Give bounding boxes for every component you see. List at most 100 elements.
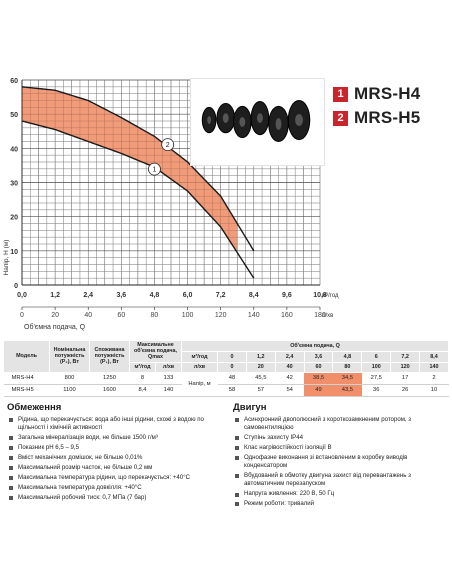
bullet-icon [9,436,13,441]
list-item-text: Клас нагрівостійкості ізоляції B [244,444,332,452]
x-unit-top: м³/год [322,293,339,299]
th-q-m3h: 7,2 [390,350,421,363]
cell-head-value: 27,5 [361,372,391,385]
list-item-text: Максимальний розмір часток, не більше 0,… [18,463,153,471]
list-item-text: Ступінь захисту IP44 [244,434,304,442]
x-tick-label-m3h: 3,6 [116,292,126,299]
cell-head-value: 57 [246,384,276,397]
bullet-icon [9,495,13,500]
list-item: Максимальний робочий тиск: 0,7 МПа (7 ба… [7,494,229,502]
x-tick-label-lmin: 140 [248,312,260,319]
cell-p2: 800 [49,372,90,385]
th-q-lmin: 40 [274,361,305,373]
list-item: Клас нагрівостійкості ізоляції B [233,444,448,452]
bullet-icon [9,466,13,471]
model-legend: 1 MRS-H4 2 MRS-H5 [333,83,448,131]
model-legend-item-1: 1 MRS-H4 [333,83,448,105]
motor-title: Двигун [233,402,267,413]
cell-p1: 1250 [89,372,130,385]
x-tick-label-m3h: 1,2 [50,292,60,299]
th-unit-m3h: м³/год [181,350,219,363]
th-model: Модель [3,340,50,373]
x-tick-label-m3h: 6,0 [183,292,193,299]
bullet-icon [9,418,13,423]
list-item-text: Рідина, що перекачується: вода або інші … [18,416,204,432]
list-item-text: Вміст механічних домішок, не більше 0,01… [18,453,143,461]
cell-head-value: 34,5 [332,372,362,385]
x-tick-label-lmin: 180 [314,312,326,319]
th-q-m3h: 6 [361,350,392,363]
bullet-icon [235,446,239,451]
th-q-m3h: 1,2 [245,350,276,363]
model-legend-item-2: 2 MRS-H5 [333,107,448,129]
x-tick-label-m3h: 0,0 [17,292,27,299]
th-flow-title: Об'ємна подача, Q [181,340,449,352]
x-tick-label-m3h: 7,2 [216,292,226,299]
list-item: Напруга живлення: 220 В, 50 Гц [233,490,448,498]
operating-range-shade [22,86,238,253]
bullet-icon [235,456,239,461]
cell-head-label: Напір, м [181,372,218,397]
th-q-m3h: 3,6 [303,350,334,363]
cell-head-value: 48 [217,372,247,385]
list-item-text: Максимальний робочий тиск: 0,7 МПа (7 ба… [18,493,147,501]
th-qmax-unit-m3h: м³/год [129,361,156,373]
th-q-m3h: 0 [217,350,247,363]
cell-qmax-m3h: 8 [129,372,156,385]
list-item: Ступінь захисту IP44 [233,434,448,442]
th-q-m3h: 8,4 [419,350,449,363]
cell-qmax-lmin: 133 [155,372,182,385]
x-tick-label-m3h: 9,6 [282,292,292,299]
cell-head-value: 2 [419,372,449,385]
bullet-icon [9,456,13,461]
x-tick-label-lmin: 100 [182,312,194,319]
y-tick-label: 0 [14,283,18,290]
x-tick-label-lmin: 40 [84,312,92,319]
specs-table: Модель Номінальна потужність (P₂), Вт Сп… [3,340,449,397]
bullet-icon [235,418,239,423]
bullet-icon [235,436,239,441]
curve-series-1 [21,120,255,279]
bullet-icon [235,502,239,507]
table-row: MRS-H5 1100 1600 8,4 140 58 57 54 49 43,5 36 26 10 [3,384,449,397]
th-q-lmin: 0 [217,361,247,373]
curve-series-2 [21,86,255,252]
cell-head-value: 26 [390,384,420,397]
th-q-lmin: 140 [419,361,449,373]
x-tick-label-m3h: 8,4 [249,292,259,299]
bullet-icon [235,492,239,497]
th-q-m3h: 4,8 [332,350,363,363]
svg-text:1: 1 [152,167,156,174]
cell-head-value: 49 [304,384,333,397]
bullet-icon [9,485,13,490]
cell-model: MRS-H4 [3,372,50,385]
bullet-icon [9,475,13,480]
cell-p2: 1100 [49,384,90,397]
cell-head-value: 38,5 [304,372,333,385]
list-item: Однофазне виконання зі встановленим в ко… [233,454,448,471]
cell-head-value: 45,5 [246,372,276,385]
th-q-lmin: 120 [390,361,421,373]
cell-head-value: 43,5 [332,384,362,397]
y-tick-label: 10 [10,249,18,256]
model-name: MRS-H4 [354,84,421,103]
list-item-text: Режим роботи: тривалий [244,500,315,508]
pump-curve-chart: 1 2 0 10 20 30 40 50 60 0,0 1,2 2,4 3,6 4,8 6,0 7,2 8,4 9… [0,60,452,335]
list-item-text: Максимальна температура довкілля: +40°C [18,483,142,491]
impeller-stages-image [201,100,311,143]
curve-label-2: 2 [161,138,175,152]
list-item-text: Асинхронний двополюсний з короткозамкнен… [244,416,412,432]
th-q-lmin: 20 [245,361,276,373]
model-number-badge: 1 [333,86,348,102]
x-tick-label-lmin: 20 [51,312,59,319]
list-item: Асинхронний двополюсний з короткозамкнен… [233,416,448,433]
th-p2: Номінальна потужність (P₂), Вт [49,340,90,373]
cell-head-value: 58 [217,384,247,397]
list-item: Показник pH 6,5 – 9,5 [7,444,229,452]
list-item-text: Вбудований в обмотку двигуна захист від … [244,472,411,488]
model-number-badge: 2 [333,110,348,126]
list-item: Режим роботи: тривалий [233,500,448,508]
x-tick-label-lmin: 60 [117,312,125,319]
limits-list: Рідина, що перекачується: вода або інші … [7,416,229,502]
motor-list: Асинхронний двополюсний з короткозамкнен… [233,416,448,509]
